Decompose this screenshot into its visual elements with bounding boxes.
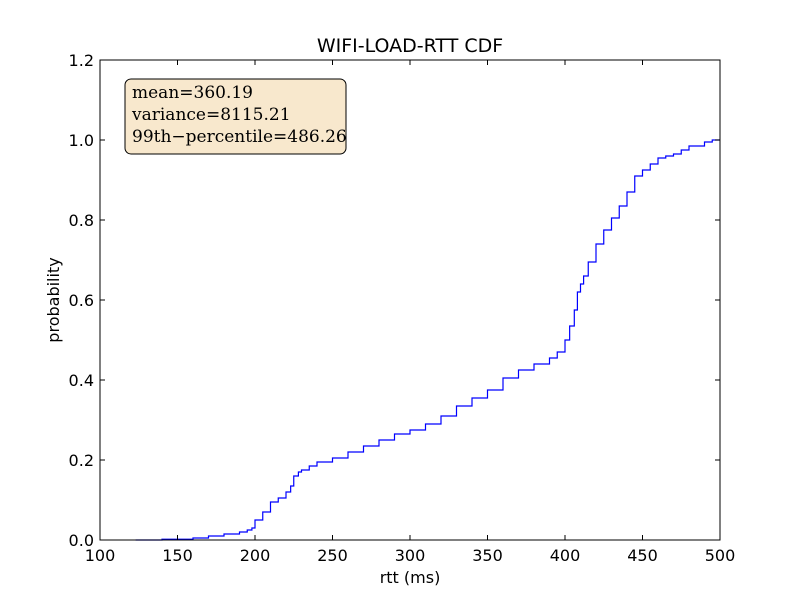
stats-box-background (124, 78, 347, 155)
stats-box: mean=360.19 variance=8115.21 99th−percen… (124, 78, 347, 155)
x-tick-label: 350 (472, 546, 503, 565)
series-layer (135, 139, 720, 541)
y-tick-label: 0.4 (69, 371, 94, 390)
x-axis-ticks: 100 150 200 250 300 350 400 450 500 (85, 60, 736, 565)
stats-percentile: 99th−percentile=486.26 (132, 127, 347, 147)
stats-variance: variance=8115.21 (131, 105, 291, 125)
cdf-line-0 (135, 139, 720, 541)
chart-title: WIFI-LOAD-RTT CDF (317, 35, 503, 57)
y-tick-label: 0.8 (69, 211, 94, 230)
stats-mean: mean=360.19 (132, 83, 253, 103)
y-tick-label: 1.0 (69, 131, 94, 150)
x-tick-label: 200 (240, 546, 271, 565)
x-tick-label: 250 (317, 546, 348, 565)
y-tick-label: 0.0 (69, 531, 94, 550)
y-axis-ticks: 0.0 0.2 0.4 0.6 0.8 1.0 1.2 (69, 51, 720, 550)
x-tick-label: 450 (627, 546, 658, 565)
y-tick-label: 1.2 (69, 51, 94, 70)
y-axis-label: probability (44, 257, 63, 342)
x-tick-label: 400 (550, 546, 581, 565)
x-tick-label: 500 (705, 546, 736, 565)
x-tick-label: 150 (162, 546, 193, 565)
x-axis-label: rtt (ms) (380, 568, 441, 587)
y-tick-label: 0.6 (69, 291, 94, 310)
x-tick-label: 300 (395, 546, 426, 565)
y-tick-label: 0.2 (69, 451, 94, 470)
x-tick-label: 100 (85, 546, 116, 565)
